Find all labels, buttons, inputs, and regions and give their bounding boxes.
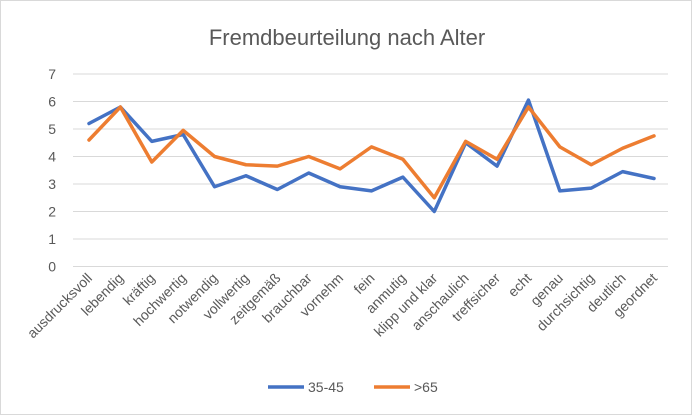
y-tick-label: 7: [48, 66, 56, 82]
y-tick-label: 1: [48, 231, 56, 247]
y-tick-label: 4: [48, 149, 56, 165]
y-tick-label: 3: [48, 176, 56, 192]
y-tick-label: 6: [48, 94, 56, 110]
y-tick-label: 0: [48, 259, 56, 275]
legend-label: >65: [414, 379, 438, 395]
y-tick-label: 5: [48, 121, 56, 137]
chart-title: Fremdbeurteilung nach Alter: [209, 25, 485, 50]
legend-label: 35-45: [308, 379, 344, 395]
y-tick-label: 2: [48, 204, 56, 220]
